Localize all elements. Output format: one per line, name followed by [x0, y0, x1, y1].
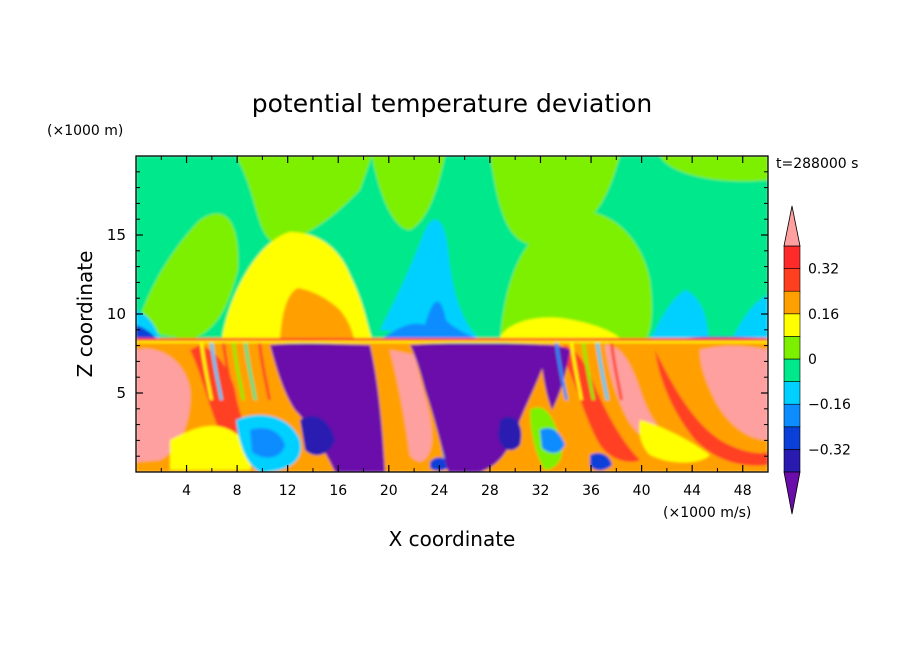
colorbar-bin	[783, 268, 801, 292]
x-unit-label: (×1000 m/s)	[663, 505, 751, 521]
y-axis: 5 10 15	[107, 171, 768, 457]
colorbar-bin	[783, 449, 801, 473]
colorbar-extend-min	[783, 471, 801, 515]
x-tick-label: 12	[279, 483, 297, 499]
x-tick-label: 40	[633, 483, 651, 499]
contour-field	[136, 156, 768, 472]
x-tick-label: 48	[734, 483, 752, 499]
x-axis: 4 8 12 16 20 24 28 32 36 40 44 48	[160, 156, 752, 499]
colorbar-bin	[783, 358, 801, 382]
colorbar-tick-label: −0.32	[808, 442, 851, 458]
x-tick-label: 4	[182, 483, 191, 499]
colorbar-tick-label: 0	[808, 352, 817, 368]
x-tick-label: 36	[582, 483, 600, 499]
colorbar-tick-label: 0.16	[808, 307, 839, 323]
colorbar-tick-label: 0.32	[808, 262, 839, 278]
colorbar-bin	[783, 313, 801, 337]
colorbar-extend-max	[783, 205, 801, 247]
colorbar-bin	[783, 381, 801, 405]
y-tick-label: 15	[107, 226, 126, 244]
x-tick-label: 16	[329, 483, 347, 499]
x-tick-label: 20	[380, 483, 398, 499]
colorbar-bin	[783, 290, 801, 315]
x-axis-label: X coordinate	[389, 527, 516, 551]
x-tick-label: 28	[481, 483, 499, 499]
x-tick-label: 24	[430, 483, 448, 499]
colorbar: 0.32 0.16 0 −0.16 −0.32	[783, 205, 851, 515]
plot-area	[135, 155, 769, 473]
y-tick-label: 10	[107, 305, 126, 323]
x-tick-label: 8	[233, 483, 242, 499]
y-tick-label: 5	[116, 384, 126, 402]
colorbar-bin	[783, 245, 801, 269]
chart-title: potential temperature deviation	[252, 89, 652, 118]
time-label: t=288000 s	[776, 156, 858, 172]
colorbar-tick-label: −0.16	[808, 397, 851, 413]
colorbar-bin	[783, 426, 801, 450]
y-axis-label: Z coordinate	[73, 251, 97, 378]
colorbar-bin	[783, 336, 801, 360]
x-tick-label: 32	[532, 483, 550, 499]
colorbar-bin	[783, 403, 801, 428]
y-unit-label: (×1000 m)	[47, 123, 123, 139]
x-tick-label: 44	[683, 483, 701, 499]
